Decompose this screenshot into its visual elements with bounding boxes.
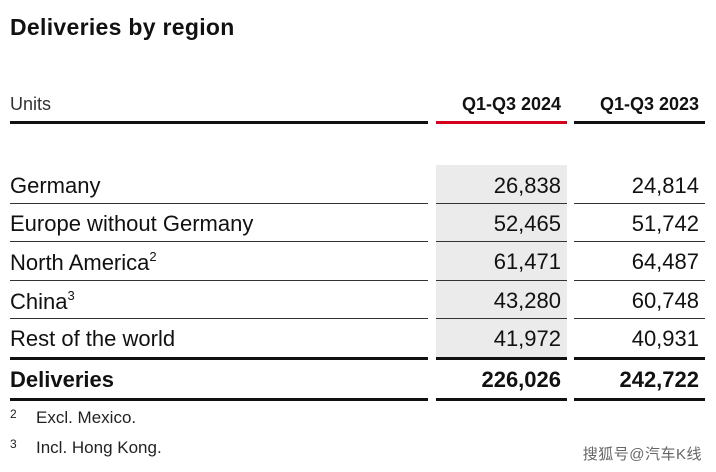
total-rule [10,357,428,360]
header-rule-2023 [574,121,705,124]
row-divider [10,280,428,281]
footnote-number: 2 [10,407,17,421]
table-row: Rest of the world 41,972 40,931 [0,318,716,356]
total-rule [436,357,567,360]
header-rule [10,121,428,124]
region-label: Rest of the world [10,326,176,351]
total-value-2023: 242,722 [619,367,699,392]
value-2024: 52,465 [493,211,561,236]
value-2023: 51,742 [631,211,699,236]
row-divider [574,280,705,281]
watermark: 搜狐号@汽车K线 [582,446,702,463]
row-divider [10,241,428,242]
units-header: Units [10,94,52,114]
row-divider [436,318,567,319]
footnote: 2 Excl. Mexico. [10,407,136,428]
footnote-text: Excl. Mexico. [36,408,137,427]
region-label: Europe without Germany [10,211,254,236]
region-label: Germany [10,173,101,198]
value-2023: 40,931 [631,326,699,351]
table-row: China3 43,280 60,748 [0,280,716,318]
column-header-2024: Q1-Q3 2024 [461,94,561,114]
value-2024: 41,972 [493,326,561,351]
total-bottom-rule [436,398,567,401]
value-2023: 24,814 [631,173,699,198]
value-2023: 64,487 [631,249,699,274]
total-label: Deliveries [10,367,114,392]
row-divider [436,203,567,204]
row-divider [574,318,705,319]
footnote-number: 3 [10,437,17,451]
footnote-ref: 3 [67,288,75,303]
column-header-2023: Q1-Q3 2023 [599,94,699,114]
total-rule [574,357,705,360]
total-value-2024: 226,026 [481,367,561,392]
row-divider [574,241,705,242]
row-divider [574,203,705,204]
page-title: Deliveries by region [10,14,235,40]
value-2024: 43,280 [493,288,561,313]
header-rule-accent [436,121,567,124]
current-period-shading [436,165,567,359]
region-label: China3 [10,288,75,314]
footnote-text: Incl. Hong Kong. [36,438,162,457]
table-row: Europe without Germany 52,465 51,742 [0,203,716,241]
table-row: Germany 26,838 24,814 [0,165,716,203]
row-divider [10,318,428,319]
region-label: North America2 [10,249,157,275]
total-bottom-rule [574,398,705,401]
row-divider [436,280,567,281]
footnote-ref: 2 [149,249,157,264]
total-row: Deliveries 226,026 242,722 [0,359,716,397]
value-2024: 26,838 [493,173,561,198]
value-2023: 60,748 [631,288,699,313]
footnote: 3 Incl. Hong Kong. [10,437,162,458]
row-divider [436,241,567,242]
value-2024: 61,471 [493,249,561,274]
table-row: North America2 61,471 64,487 [0,241,716,279]
row-divider [10,203,428,204]
total-bottom-rule [10,398,428,401]
